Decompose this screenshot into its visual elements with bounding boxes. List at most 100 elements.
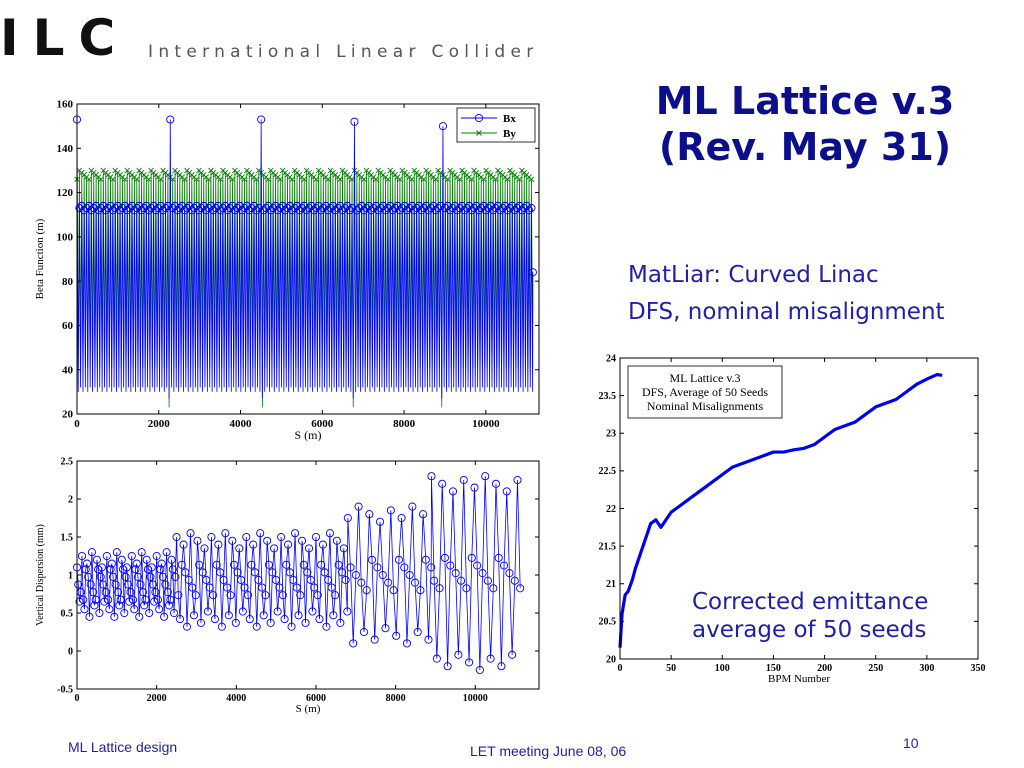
data-point-dispersion <box>475 665 484 675</box>
data-point-by <box>289 176 296 183</box>
data-point-dispersion <box>99 580 108 589</box>
x-tick-label: 0 <box>75 693 80 704</box>
data-point-dispersion <box>130 605 139 614</box>
y-tick-label: 23 <box>606 429 616 440</box>
data-point-dispersion <box>446 561 455 570</box>
data-point-by <box>420 176 427 183</box>
data-point-dispersion <box>443 662 452 671</box>
data-point-dispersion <box>138 588 148 597</box>
data-point-dispersion <box>365 510 374 519</box>
data-point-dispersion <box>331 591 340 600</box>
data-point-dispersion <box>247 560 256 569</box>
data-point-dispersion <box>136 580 145 589</box>
data-point-by <box>516 176 523 183</box>
x-tick-label: 10000 <box>472 418 500 430</box>
data-point-dispersion <box>74 580 83 589</box>
x-tick-label: 8000 <box>393 418 416 430</box>
data-point-by <box>528 176 535 183</box>
data-point-dispersion <box>102 551 111 561</box>
data-point-by <box>492 176 499 183</box>
series-line-dispersion <box>76 476 521 671</box>
footer-center: LET meeting June 08, 06 <box>470 743 627 759</box>
data-point-by <box>504 176 511 183</box>
data-point-dispersion <box>224 611 233 620</box>
emittance-chart: 0 50 100 150 200 250 300 350 20 20.5 21 21.5 22 22.5 2… <box>599 353 986 685</box>
x-tick-label: 4000 <box>230 418 253 430</box>
x-tick-label: 100 <box>715 663 730 674</box>
data-point-dispersion <box>231 618 240 627</box>
y-tick-label: 20 <box>62 409 74 421</box>
y-tick-label: 21.5 <box>599 541 617 552</box>
data-point-dispersion <box>242 532 251 542</box>
data-point-dispersion <box>115 601 124 610</box>
data-point-bx <box>528 268 537 277</box>
data-point-dispersion <box>465 658 474 667</box>
data-point-dispersion <box>252 622 261 631</box>
data-point-dispersion <box>155 605 164 614</box>
data-point-dispersion <box>266 618 275 627</box>
data-point-dispersion <box>351 570 360 580</box>
data-point-dispersion <box>221 529 230 538</box>
data-point-dispersion <box>200 544 209 553</box>
series-line-emittance <box>618 372 943 648</box>
data-point-dispersion <box>160 612 169 621</box>
data-point-dispersion <box>205 583 214 592</box>
data-point-dispersion <box>195 560 204 569</box>
data-point-dispersion <box>219 575 228 584</box>
inset-line: Nominal Misalignments <box>647 399 764 413</box>
x-tick-label: 0 <box>74 418 80 430</box>
data-point-dispersion <box>125 597 134 606</box>
vertical-dispersion-chart: 0 2000 4000 6000 8000 10000-0.500.511.522.5S … <box>35 456 540 715</box>
data-point-dispersion <box>510 576 519 585</box>
data-point-dispersion <box>170 608 179 618</box>
inset-line: ML Lattice v.3 <box>669 371 740 385</box>
slide-title: ML Lattice v.3 (Rev. May 31) <box>600 78 1010 170</box>
data-point-dispersion <box>121 572 130 581</box>
data-point-dispersion <box>313 591 322 600</box>
data-point-dispersion <box>502 487 511 496</box>
data-point-dispersion <box>339 544 348 553</box>
data-point-dispersion <box>421 555 430 564</box>
data-point-dispersion <box>245 615 254 624</box>
data-point-dispersion <box>165 601 174 610</box>
data-point-bx <box>249 201 259 210</box>
data-point-dispersion <box>150 597 159 606</box>
data-point-dispersion <box>120 608 129 618</box>
data-point-dispersion <box>357 578 366 587</box>
data-point-dispersion <box>334 560 343 569</box>
subtitle-line-2: DFS, nominal misalignment <box>628 299 945 325</box>
data-point-dispersion <box>186 529 195 538</box>
data-point-dispersion <box>212 560 221 569</box>
data-point-dispersion <box>82 559 92 568</box>
data-point-dispersion <box>285 568 294 577</box>
data-point-dispersion <box>324 575 333 584</box>
y-tick-label: 1.5 <box>61 532 74 543</box>
y-axis-label: Beta Function (m) <box>34 218 46 299</box>
data-point-dispersion <box>177 560 186 569</box>
data-point-dispersion <box>184 575 193 584</box>
x-tick-label: 2000 <box>148 418 171 430</box>
data-point-by <box>337 176 343 183</box>
data-point-dispersion <box>301 618 310 627</box>
x-tick-label: 6000 <box>311 418 334 430</box>
data-point-dispersion <box>126 588 135 597</box>
data-point-dispersion <box>491 479 501 488</box>
data-point-dispersion <box>304 544 314 553</box>
data-point-by <box>456 176 463 183</box>
data-point-dispersion <box>80 605 89 614</box>
data-point-by <box>432 176 439 183</box>
data-point-dispersion <box>341 575 350 584</box>
data-point-dispersion <box>86 580 95 589</box>
data-point-dispersion <box>117 555 126 564</box>
data-point-dispersion <box>336 618 345 627</box>
data-point-dispersion <box>349 639 358 648</box>
data-point-by <box>277 176 284 183</box>
data-point-dispersion <box>101 588 110 597</box>
data-point-dispersion <box>451 569 460 578</box>
data-point-dispersion <box>386 506 395 515</box>
logo-mark: ILC <box>0 9 130 67</box>
data-point-dispersion <box>131 565 140 574</box>
data-point-dispersion <box>133 572 143 581</box>
data-point-dispersion <box>402 639 412 648</box>
